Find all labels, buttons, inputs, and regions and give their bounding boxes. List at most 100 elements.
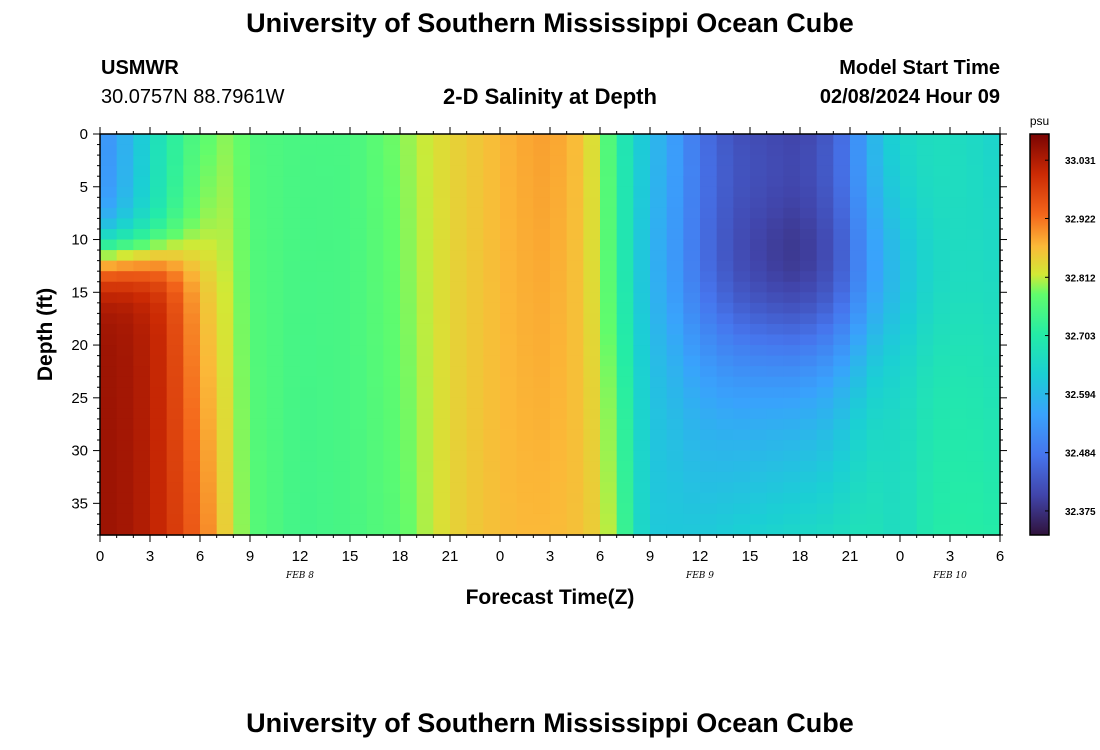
heatmap-cell bbox=[583, 492, 601, 504]
heatmap-cell bbox=[600, 323, 618, 336]
heatmap-cell bbox=[966, 376, 984, 388]
heatmap-cell bbox=[333, 440, 351, 452]
heatmap-cell bbox=[116, 387, 134, 399]
heatmap-cell bbox=[483, 176, 501, 188]
heatmap-cell bbox=[866, 450, 884, 462]
heatmap-cell bbox=[783, 418, 801, 431]
heatmap-cell bbox=[666, 461, 684, 473]
heatmap-cell bbox=[816, 482, 834, 494]
heatmap-cell bbox=[850, 134, 868, 146]
heatmap-cell bbox=[116, 461, 134, 473]
heatmap-cell bbox=[866, 503, 884, 515]
heatmap-cell bbox=[166, 165, 184, 177]
heatmap-cell bbox=[533, 260, 551, 272]
heatmap-cell bbox=[516, 355, 534, 367]
heatmap-cell bbox=[850, 397, 868, 409]
heatmap-cell bbox=[116, 313, 134, 325]
heatmap-cell bbox=[616, 155, 634, 167]
heatmap-cell bbox=[100, 524, 118, 536]
heatmap-cell bbox=[316, 429, 334, 441]
heatmap-cell bbox=[566, 418, 584, 431]
heatmap-cell bbox=[200, 323, 218, 336]
heatmap-cell bbox=[583, 429, 601, 441]
heatmap-cell bbox=[983, 376, 1001, 388]
heatmap-cell bbox=[633, 492, 651, 504]
heatmap-cell bbox=[300, 408, 318, 420]
heatmap-cell bbox=[783, 313, 801, 325]
heatmap-cell bbox=[300, 482, 318, 494]
heatmap-cell bbox=[450, 492, 468, 504]
heatmap-cell bbox=[950, 271, 968, 283]
heatmap-cell bbox=[666, 513, 684, 526]
heatmap-cell bbox=[883, 281, 901, 293]
heatmap-cell bbox=[500, 323, 518, 336]
heatmap-cell bbox=[616, 313, 634, 325]
x-tick-label: 15 bbox=[342, 548, 359, 565]
heatmap-cell bbox=[500, 524, 518, 536]
heatmap-cell bbox=[300, 313, 318, 325]
heatmap-cell bbox=[800, 144, 818, 156]
heatmap-cell bbox=[716, 134, 734, 146]
heatmap-cell bbox=[433, 440, 451, 452]
heatmap-cell bbox=[900, 450, 918, 462]
heatmap-cell bbox=[150, 134, 168, 146]
heatmap-cell bbox=[183, 345, 201, 357]
heatmap-cell bbox=[583, 355, 601, 367]
heatmap-cell bbox=[950, 165, 968, 177]
heatmap-cell bbox=[450, 292, 468, 304]
heatmap-cell bbox=[850, 165, 868, 177]
heatmap-cell bbox=[666, 218, 684, 230]
heatmap-cell bbox=[716, 492, 734, 504]
heatmap-cell bbox=[850, 461, 868, 473]
heatmap-cell bbox=[316, 524, 334, 536]
heatmap-cell bbox=[183, 218, 201, 230]
heatmap-cell bbox=[116, 134, 134, 146]
heatmap-cell bbox=[616, 292, 634, 304]
heatmap-cell bbox=[216, 176, 234, 188]
heatmap-cell bbox=[516, 239, 534, 251]
heatmap-cell bbox=[266, 418, 284, 431]
heatmap-cell bbox=[500, 376, 518, 388]
heatmap-cell bbox=[400, 134, 418, 146]
heatmap-cell bbox=[500, 165, 518, 177]
heatmap-cell bbox=[883, 524, 901, 536]
heatmap-cell bbox=[333, 355, 351, 367]
heatmap-cell bbox=[150, 281, 168, 293]
heatmap-cell bbox=[366, 207, 384, 220]
heatmap-cell bbox=[733, 461, 751, 473]
heatmap-cell bbox=[900, 239, 918, 251]
heatmap-cell bbox=[450, 313, 468, 325]
heatmap-cell bbox=[416, 503, 434, 515]
heatmap-cell bbox=[166, 482, 184, 494]
heatmap-cell bbox=[216, 492, 234, 504]
heatmap-cell bbox=[283, 387, 301, 399]
heatmap-cell bbox=[400, 387, 418, 399]
heatmap-cell bbox=[866, 345, 884, 357]
heatmap-cell bbox=[933, 471, 951, 483]
heatmap-cell bbox=[433, 165, 451, 177]
heatmap-cell bbox=[750, 176, 768, 188]
heatmap-cell bbox=[300, 155, 318, 167]
heatmap-cell bbox=[216, 165, 234, 177]
heatmap-cell bbox=[533, 176, 551, 188]
heatmap-cell bbox=[783, 260, 801, 272]
heatmap-cell bbox=[966, 482, 984, 494]
heatmap-cell bbox=[216, 397, 234, 409]
heatmap-cell bbox=[783, 228, 801, 241]
heatmap-cell bbox=[533, 165, 551, 177]
heatmap-cell bbox=[633, 440, 651, 452]
heatmap-cell bbox=[600, 450, 618, 462]
heatmap-cell bbox=[800, 218, 818, 230]
heatmap-cell bbox=[533, 408, 551, 420]
heatmap-cell bbox=[833, 144, 851, 156]
heatmap-cell bbox=[816, 471, 834, 483]
heatmap-cell bbox=[650, 176, 668, 188]
heatmap-cell bbox=[933, 397, 951, 409]
heatmap-cell bbox=[116, 165, 134, 177]
heatmap-cell bbox=[466, 271, 484, 283]
heatmap-cell bbox=[533, 482, 551, 494]
heatmap-cell bbox=[550, 144, 568, 156]
heatmap-cell bbox=[933, 228, 951, 241]
heatmap-cell bbox=[433, 450, 451, 462]
heatmap-cell bbox=[433, 355, 451, 367]
